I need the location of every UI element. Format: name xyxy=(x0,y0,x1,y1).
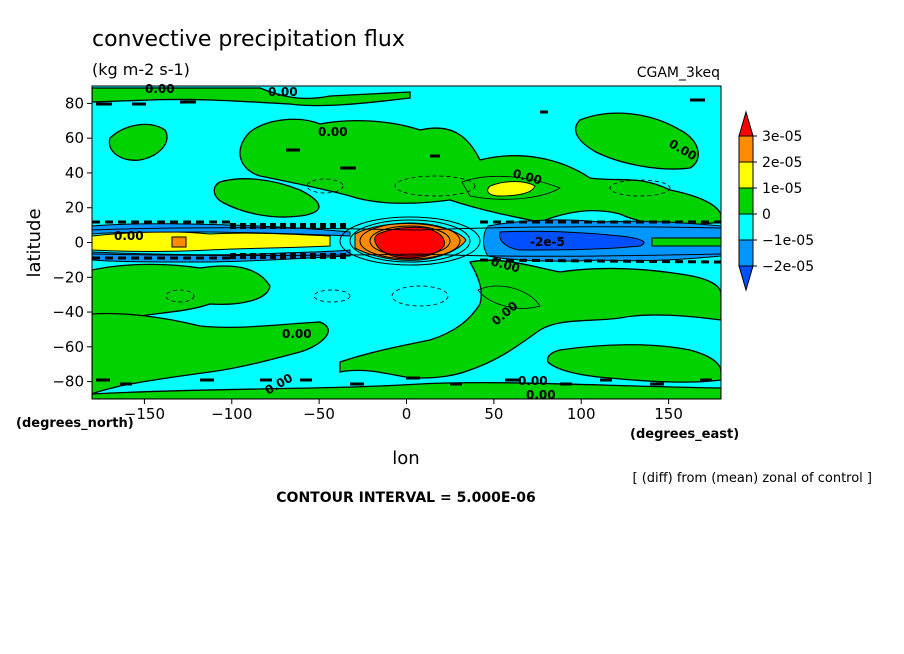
colorbar-label: 0 xyxy=(762,207,771,223)
contour-label: 0.00 xyxy=(318,125,348,139)
chart-title: convective precipitation flux xyxy=(92,27,405,52)
y-tick-label: 60 xyxy=(65,129,84,147)
contour-label: 0.00 xyxy=(518,374,548,388)
red-regions xyxy=(374,226,445,259)
contour-label: 0.00 xyxy=(145,82,175,96)
contour-label: 0.00 xyxy=(268,85,298,99)
x-tick-label: −150 xyxy=(124,405,165,423)
x-tick-label: 100 xyxy=(567,405,596,423)
comparison-note: [ (diff) from (mean) zonal of control ] xyxy=(633,471,872,486)
y-tick-label: 80 xyxy=(65,94,84,112)
colorbar-bin xyxy=(738,239,754,267)
y-tick-label: 40 xyxy=(65,164,84,182)
y-tick-label: −80 xyxy=(52,373,84,391)
thin-positive-contours xyxy=(461,175,561,309)
experiment-label: CGAM_3keq xyxy=(637,65,720,81)
x-tick-label: 150 xyxy=(654,405,683,423)
colorbar-label: 2e-05 xyxy=(762,155,802,171)
contour-fragments xyxy=(96,98,712,386)
colorbar-label: 3e-05 xyxy=(762,129,802,145)
y-tick-label: −60 xyxy=(52,338,84,356)
contour-interval: CONTOUR INTERVAL = 5.000E-06 xyxy=(276,490,535,506)
x-axis: −150 −100 −50 0 50 100 150 xyxy=(124,399,683,423)
contour-label: 0.00 xyxy=(526,388,556,402)
chart-units: (kg m-2 s-1) xyxy=(92,60,190,79)
colorbar-label: −1e-05 xyxy=(762,233,814,249)
x-tick-label: −50 xyxy=(303,405,335,423)
colorbar-label: −2e-05 xyxy=(762,259,814,275)
dashed-negative-contours xyxy=(165,175,671,307)
colorbar-bin xyxy=(738,135,754,163)
x-tick-label: −100 xyxy=(211,405,252,423)
contour-label: -2e-5 xyxy=(530,235,565,249)
y-axis: −80 −60 −40 −20 0 20 40 60 80 xyxy=(52,94,92,391)
contour-label: 0.00 xyxy=(114,229,144,243)
colorbar-max-triangle xyxy=(738,110,754,137)
colorbar-bin xyxy=(738,187,754,215)
colorbar-min-triangle xyxy=(738,265,754,292)
x-tick-label: 0 xyxy=(402,405,412,423)
colorbar-label: 1e-05 xyxy=(762,181,802,197)
y-tick-label: −40 xyxy=(52,303,84,321)
positive-regions xyxy=(92,87,721,399)
colorbar-bin xyxy=(738,161,754,189)
contour-lines xyxy=(92,216,721,266)
x-axis-label: lon xyxy=(392,448,419,469)
y-tick-label: 20 xyxy=(65,199,84,217)
y-units: (degrees_north) xyxy=(16,416,134,431)
y-tick-label: −20 xyxy=(52,268,84,286)
contour-label: 0.00 xyxy=(282,327,312,341)
x-tick-label: 50 xyxy=(484,405,503,423)
y-tick-label: 0 xyxy=(74,234,84,252)
colorbar: 3e-05 2e-05 1e-05 0 −1e-05 −2e-05 xyxy=(738,110,814,292)
colorbar-bin xyxy=(738,213,754,241)
x-units: (degrees_east) xyxy=(630,427,739,442)
y-axis-label: latitude xyxy=(24,208,45,277)
